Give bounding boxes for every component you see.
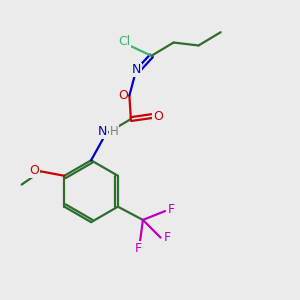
Text: F: F — [164, 231, 171, 244]
Text: F: F — [135, 242, 142, 255]
Text: O: O — [118, 89, 128, 102]
Text: H: H — [110, 125, 118, 138]
Text: O: O — [153, 110, 163, 123]
Text: Cl: Cl — [118, 34, 130, 48]
Text: N: N — [132, 63, 141, 76]
Text: N: N — [98, 125, 107, 138]
Text: F: F — [167, 203, 174, 216]
Text: O: O — [29, 164, 39, 177]
